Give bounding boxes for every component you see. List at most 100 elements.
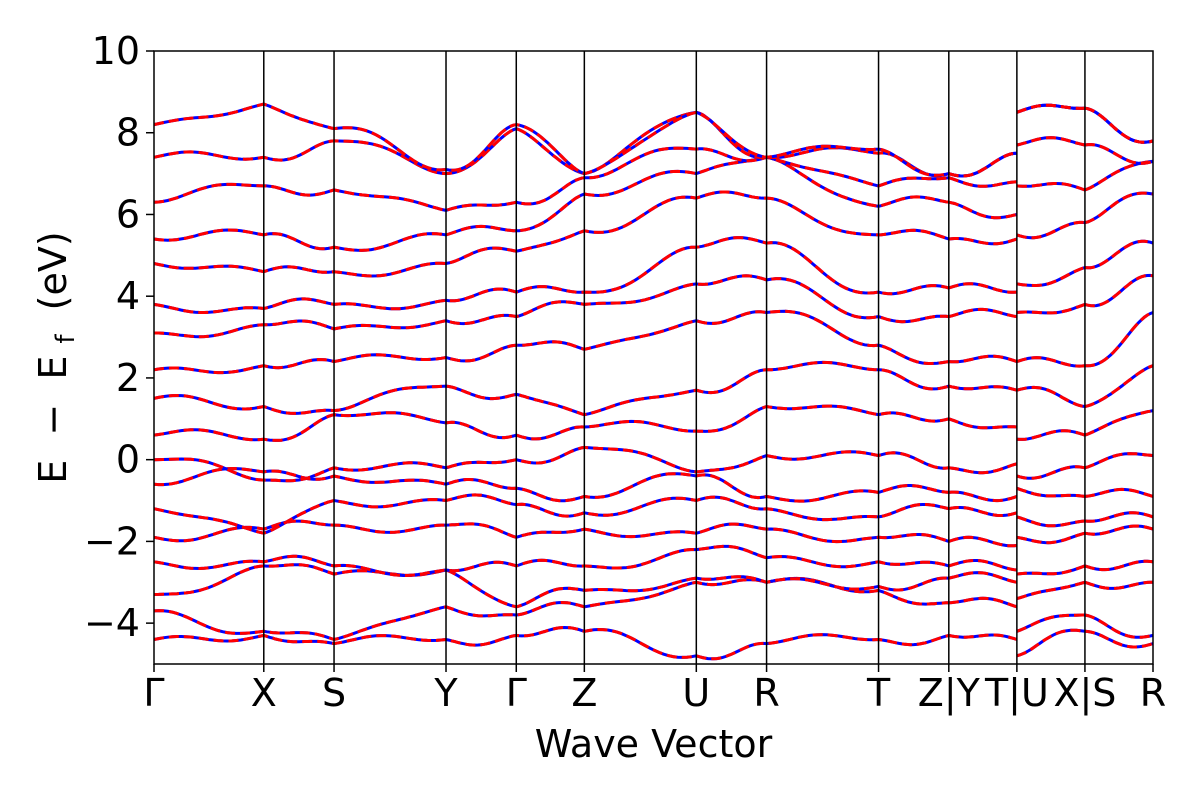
x-axis-label: Wave Vector <box>535 722 773 766</box>
band-5-seg-2-red <box>1016 515 1086 528</box>
x-tick-label-0: Γ <box>143 671 164 715</box>
band-3-seg-2-red <box>1016 564 1086 576</box>
band-7-seg-2-red <box>1016 465 1086 480</box>
band-6-seg-1-red <box>948 490 1018 503</box>
band-2-seg-0-red <box>153 563 949 609</box>
band-2-seg-1-red <box>948 571 1018 584</box>
x-tick-label-10: T|U <box>984 671 1049 716</box>
band-8-seg-1-red <box>948 417 1018 430</box>
x-tick-label-12: R <box>1140 671 1166 715</box>
band-17-seg-0-blue <box>153 102 950 177</box>
x-tick-label-5: Z <box>571 671 597 715</box>
band-6-seg-3-red <box>1084 487 1154 498</box>
band-12-seg-0-blue <box>153 236 950 314</box>
y-tick-label-1: −2 <box>84 519 140 563</box>
x-tick-label-7: R <box>753 671 779 715</box>
band-7-seg-0-blue <box>153 445 949 483</box>
band-13-seg-3-blue <box>1084 191 1154 225</box>
y-axis-label-e2: E <box>31 356 75 380</box>
band-17-seg-2-red <box>1016 103 1086 114</box>
band-3-seg-1-red <box>948 559 1018 572</box>
band-5-seg-3-red <box>1084 511 1154 523</box>
y-tick-label-4: 4 <box>116 274 140 318</box>
y-axis-label: E − E f (eV) <box>31 231 83 483</box>
x-tick-label-11: X|S <box>1053 671 1116 716</box>
y-tick-label-6: 8 <box>116 111 140 155</box>
band-1-seg-3-red <box>1084 613 1154 639</box>
x-axis-ticks: Γ X S Y Γ Z U R T Z|Y T|U X|S R <box>143 664 1166 716</box>
band-13-seg-3-red <box>1084 191 1154 225</box>
band-16-seg-0-red <box>153 110 950 178</box>
band-5-seg-0-red <box>153 493 950 535</box>
plot-frame <box>153 50 1154 665</box>
band-15-seg-0-red <box>153 146 950 212</box>
x-tick-label-1: X <box>251 671 277 715</box>
band-6-seg-0-red <box>153 466 949 503</box>
y-tick-label-0: −4 <box>84 601 140 645</box>
band-8-seg-3-red <box>1084 409 1154 437</box>
band-11-seg-1-red <box>948 307 1018 319</box>
band-12-seg-3-red <box>1084 239 1154 270</box>
band-15-seg-3-red <box>1084 142 1154 165</box>
band-0-seg-2-blue <box>1016 628 1086 658</box>
band-0-seg-2-red <box>1016 628 1086 658</box>
band-0-seg-0-red <box>153 625 950 661</box>
y-axis-label-minus: − <box>31 404 75 436</box>
band-10-seg-2-red <box>1016 356 1086 368</box>
x-tick-label-8: T <box>866 671 891 715</box>
band-17-seg-0-red <box>153 102 950 177</box>
band-1-seg-1-red <box>948 596 1018 609</box>
band-12-seg-0-red <box>153 236 950 314</box>
x-tick-label-2: S <box>322 671 346 715</box>
x-tick-label-3: Y <box>433 671 458 715</box>
band-9-seg-3-red <box>1084 364 1154 408</box>
y-tick-label-5: 6 <box>116 192 140 236</box>
band-0-seg-3-red <box>1084 629 1154 649</box>
band-1-seg-0-red <box>153 576 949 642</box>
band-16-seg-0-blue <box>153 110 950 178</box>
band-14-seg-2-red <box>1016 182 1086 192</box>
band-17-seg-3-red <box>1084 106 1154 144</box>
band-11-seg-0-blue <box>154 274 949 339</box>
band-9-seg-0-red <box>153 360 950 417</box>
band-2-seg-2-red <box>1016 580 1086 601</box>
band-12-seg-1-red <box>948 282 1018 294</box>
x-tick-label-9: Z|Y <box>918 671 981 716</box>
band-13-seg-0-red <box>153 190 950 278</box>
band-15-seg-1-red <box>948 176 1018 188</box>
band-12-seg-3-blue <box>1084 239 1154 270</box>
band-2-seg-3-red <box>1084 580 1153 590</box>
band-0-seg-1-red <box>948 633 1018 641</box>
band-6-seg-2-red <box>1016 486 1086 498</box>
band-13-seg-2-blue <box>1016 220 1086 240</box>
band-11-seg-3-blue <box>1084 273 1154 308</box>
band-7-seg-0-red <box>153 445 949 483</box>
band-4-seg-3-red <box>1084 524 1154 536</box>
band-3-seg-0-red <box>153 544 950 578</box>
band-15-seg-3-blue <box>1084 142 1154 165</box>
y-axis-label-unit: (eV) <box>31 231 75 310</box>
band-14-seg-0-red <box>153 155 950 252</box>
x-tick-label-4: Γ <box>506 671 527 715</box>
y-tick-label-7: 10 <box>92 29 140 73</box>
high-symmetry-lines <box>263 51 1086 664</box>
band-4-seg-1-red <box>948 535 1018 548</box>
band-10-seg-0-red <box>153 309 950 375</box>
band-12-seg-2-red <box>1016 266 1086 287</box>
band-7-seg-1-red <box>948 462 1018 475</box>
band-17-seg-1-red <box>948 151 1018 178</box>
band-11-seg-3-red <box>1084 273 1154 308</box>
y-axis-ticks: −4 −2 0 2 4 6 8 10 <box>84 29 154 645</box>
band-10-seg-3-red <box>1084 311 1154 368</box>
band-4-seg-2-red <box>1016 531 1086 545</box>
band-1-seg-2-red <box>1016 613 1085 633</box>
band-10-seg-1-red <box>948 354 1018 364</box>
y-axis-label-sub: f <box>51 334 81 344</box>
x-tick-label-6: U <box>682 671 710 715</box>
band-11-seg-2-red <box>1016 302 1086 315</box>
band-13-seg-2-red <box>1016 220 1086 240</box>
band-9-seg-2-red <box>1016 385 1086 408</box>
band-14-seg-1-red <box>948 200 1018 220</box>
band-15-seg-2-red <box>1016 136 1086 147</box>
